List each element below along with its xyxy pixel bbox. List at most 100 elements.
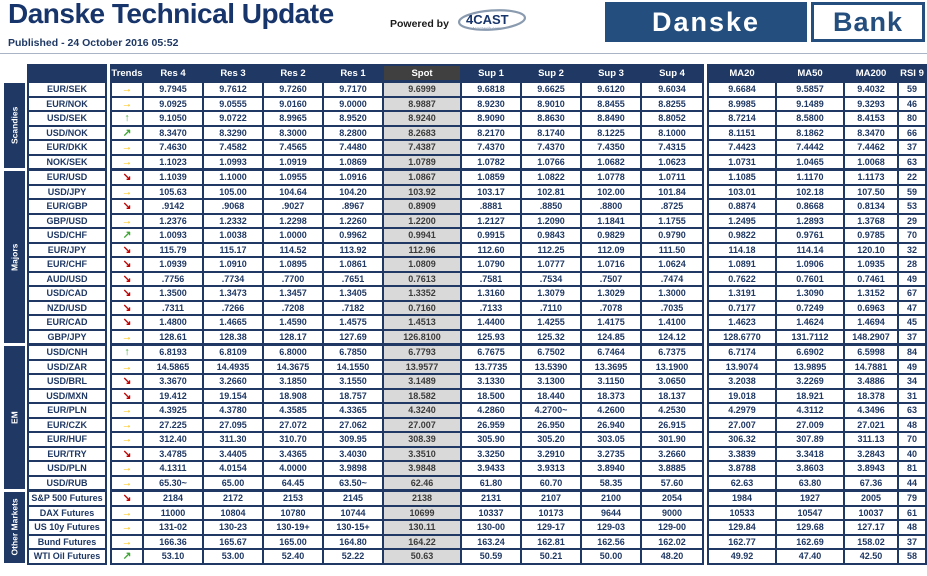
cell-sup-1: .8881 [462, 200, 520, 213]
trend-right-icon: → [121, 97, 133, 110]
group-rows: 9.6684 9.5857 9.4032 59 8.9985 9.1489 9.3293 46… [709, 83, 925, 168]
cell-trend: → [112, 97, 142, 110]
cell-ma50: 1927 [777, 492, 843, 505]
cell-sup-3: 9644 [582, 506, 640, 519]
cell-trend: ↘ [112, 389, 142, 402]
cell-rsi-9: 59 [899, 83, 925, 96]
cell-spot: 62.46 [384, 476, 460, 489]
cell-res-4: .7311 [144, 301, 202, 314]
cell-rsi-9: 29 [899, 214, 925, 227]
cell-ma20: 6.7174 [709, 346, 775, 359]
cell-sup-2: 50.21 [522, 550, 580, 563]
instrument-label: EUR/TRY [29, 447, 105, 460]
cell-res-2: 130-19+ [264, 521, 322, 534]
cell-res-2: 52.40 [264, 550, 322, 563]
instrument-label: EUR/JPY [29, 243, 105, 256]
cell-sup-4: 3.0650 [642, 375, 702, 388]
cell-spot: 18.582 [384, 389, 460, 402]
cell-rsi-9: 40 [899, 447, 925, 460]
cell-trend: → [112, 360, 142, 373]
cell-sup-1: 163.24 [462, 535, 520, 548]
cell-spot: 1.0789 [384, 155, 460, 168]
cell-res-4: 128.61 [144, 330, 202, 343]
trend-downright-icon: ↘ [122, 447, 132, 460]
cell-ma50: 0.9761 [777, 229, 843, 242]
cell-res-3: 10804 [204, 506, 262, 519]
cell-trend: → [112, 155, 142, 168]
cell-spot: 4.3240 [384, 404, 460, 417]
cell-res-2: 18.908 [264, 389, 322, 402]
cell-sup-3: 1.4175 [582, 316, 640, 329]
cell-res-3: 9.0722 [204, 112, 262, 125]
cell-ma20: 27.007 [709, 418, 775, 431]
cell-trend: ↗ [112, 126, 142, 139]
cell-sup-3: 3.1150 [582, 375, 640, 388]
cell-sup-2: 26.950 [522, 418, 580, 431]
cell-res-4: 9.1050 [144, 112, 202, 125]
instrument-label: NZD/USD [29, 301, 105, 314]
instrument-label: Bund Futures [29, 535, 105, 548]
cell-ma20: 114.18 [709, 243, 775, 256]
trend-downright-icon: ↘ [122, 171, 132, 183]
cell-res-1: 130-15+ [324, 521, 382, 534]
cell-res-2: 1.4590 [264, 316, 322, 329]
cell-ma200: 0.8134 [845, 200, 897, 213]
cell-sup-4: 13.1900 [642, 360, 702, 373]
cell-sup-3: 4.2600 [582, 404, 640, 417]
cell-res-2: 2153 [264, 492, 322, 505]
cell-sup-1: 1.0859 [462, 171, 520, 184]
cell-sup-2: 4.2700~ [522, 404, 580, 417]
cell-ma20: 0.9822 [709, 229, 775, 242]
cell-res-1: 27.062 [324, 418, 382, 431]
cell-trend: → [112, 433, 142, 446]
group-label: EM [9, 411, 20, 424]
cell-sup-3: 13.3695 [582, 360, 640, 373]
cell-res-1: 8.9520 [324, 112, 382, 125]
cell-spot: 7.4387 [384, 141, 460, 154]
cell-sup-3: .8800 [582, 200, 640, 213]
cell-trend: → [112, 330, 142, 343]
cell-sup-2: 8.1740 [522, 126, 580, 139]
cell-res-2: 7.4565 [264, 141, 322, 154]
cell-ma50: 131.7112 [777, 330, 843, 343]
cell-res-3: 1.4665 [204, 316, 262, 329]
column-header-row [29, 66, 105, 80]
column-header-res-1: Res 1 [340, 67, 366, 79]
cell-ma50: 7.4442 [777, 141, 843, 154]
instrument-label: USD/SEK [29, 112, 105, 125]
cell-res-1: 309.95 [324, 433, 382, 446]
trend-right-icon: → [121, 330, 133, 343]
cell-res-4: 115.79 [144, 243, 202, 256]
cell-sup-4: 48.20 [642, 550, 702, 563]
cell-res-4: 131-02 [144, 521, 202, 534]
cell-sup-3: 6.7464 [582, 346, 640, 359]
cell-ma50: 27.009 [777, 418, 843, 431]
cell-trend: → [112, 462, 142, 475]
cell-res-1: 1.3405 [324, 287, 382, 300]
cell-res-1: 0.9962 [324, 229, 382, 242]
column-header-spot: Spot [384, 66, 460, 80]
cell-rsi-9: 63 [899, 404, 925, 417]
trend-downright-icon: ↘ [122, 200, 132, 212]
cell-res-1: 3.9898 [324, 462, 382, 475]
cell-res-4: .7756 [144, 272, 202, 285]
cell-sup-4: 7.4315 [642, 141, 702, 154]
cell-res-2: 9.7260 [264, 83, 322, 96]
cell-sup-1: 125.93 [462, 330, 520, 343]
cell-spot: 0.7613 [384, 272, 460, 285]
cell-ma20: 3.8788 [709, 462, 775, 475]
cell-sup-3: 129-03 [582, 521, 640, 534]
cell-res-4: 53.10 [144, 550, 202, 563]
trend-right-icon: → [121, 214, 133, 227]
cell-ma20: 19.018 [709, 389, 775, 402]
cell-ma20: 8.9985 [709, 97, 775, 110]
danske-logo-left: Danske [605, 2, 807, 42]
cell-trend: ↑ [112, 112, 142, 125]
cell-res-3: 19.154 [204, 389, 262, 402]
instrument-label: AUD/USD [29, 272, 105, 285]
column-header-res-3: Res 3 [220, 67, 246, 79]
cell-ma200: 1.0935 [845, 258, 897, 271]
trend-downright-icon: ↘ [122, 258, 132, 270]
cell-ma50: 1.0906 [777, 258, 843, 271]
cell-sup-1: 3.9433 [462, 462, 520, 475]
